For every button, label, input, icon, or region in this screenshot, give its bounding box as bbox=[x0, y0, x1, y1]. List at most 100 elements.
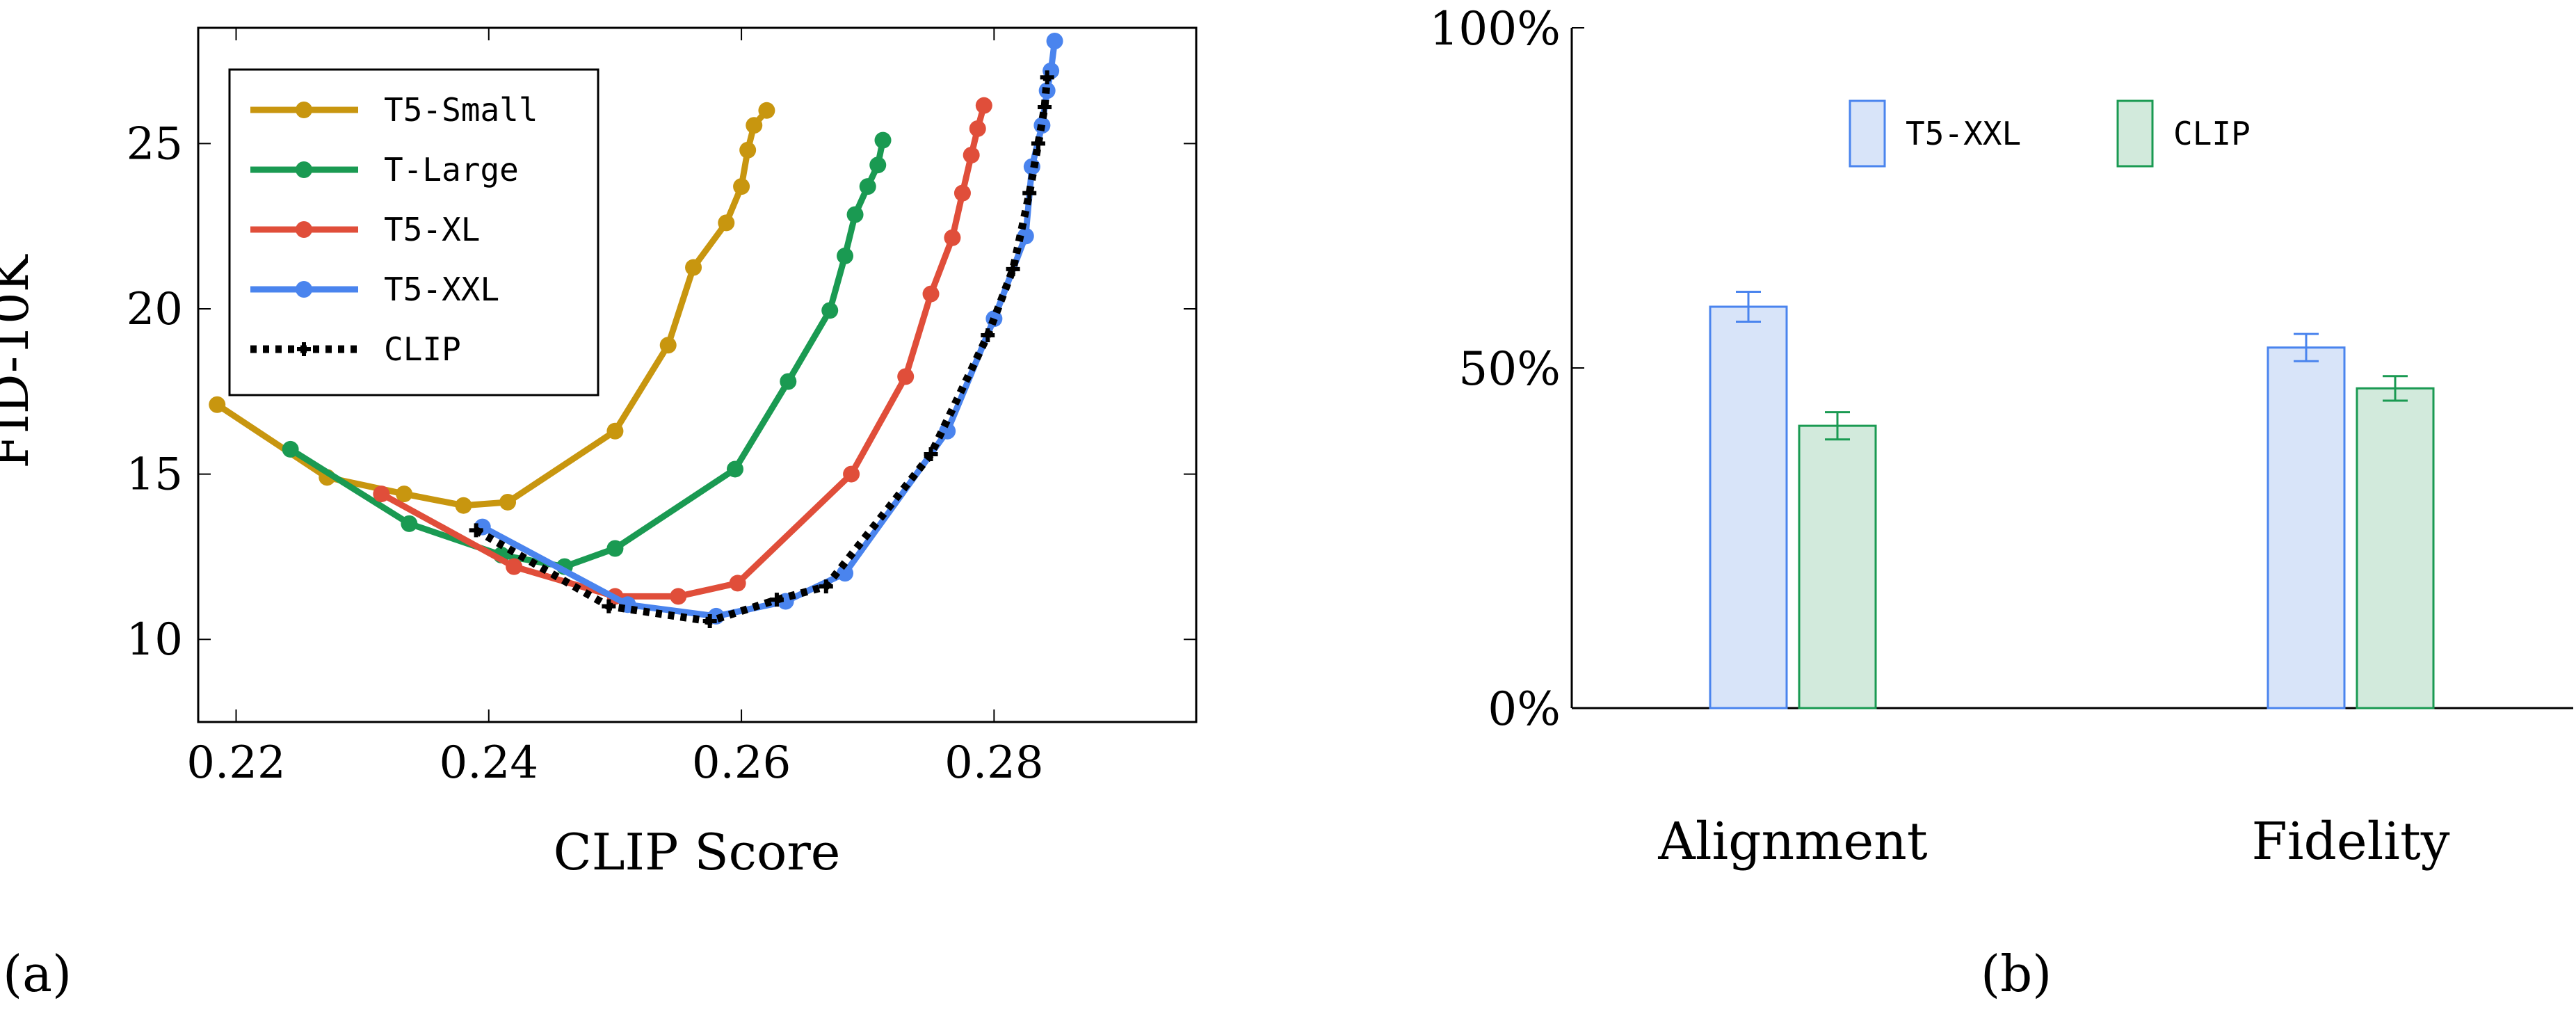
data-point bbox=[209, 396, 226, 413]
category-label-alignment: Alignment bbox=[1657, 812, 1927, 872]
data-point bbox=[869, 157, 887, 174]
data-point bbox=[746, 117, 763, 134]
legend-swatch-t5-xxl bbox=[1849, 99, 1886, 168]
data-point bbox=[401, 515, 418, 532]
data-point bbox=[969, 120, 986, 137]
error-bar bbox=[1736, 290, 1761, 323]
legend-marker bbox=[296, 161, 312, 178]
data-point bbox=[739, 141, 757, 159]
x-tick-label: 0.22 bbox=[186, 737, 286, 789]
data-point bbox=[922, 285, 940, 303]
error-bar bbox=[2383, 375, 2408, 402]
bar-clip-fidelity bbox=[2356, 387, 2435, 709]
data-point bbox=[924, 447, 938, 462]
legend-label-t-large: T-Large bbox=[384, 151, 519, 188]
error-bar bbox=[2294, 332, 2319, 362]
data-point bbox=[1038, 100, 1052, 115]
series-t-large bbox=[282, 131, 892, 575]
data-point bbox=[506, 558, 523, 575]
data-point bbox=[975, 97, 992, 114]
error-bar bbox=[1825, 411, 1850, 441]
legend-marker bbox=[296, 221, 312, 238]
data-point bbox=[729, 575, 746, 592]
line-chart-ylabel: FID-10K bbox=[0, 254, 40, 468]
legend-label-t5-small: T5-Small bbox=[384, 91, 538, 129]
panel-a: 0.22 0.24 0.26 0.28 10 15 20 25 FID-10K CLIP Sc… bbox=[0, 26, 1198, 1003]
legend-marker bbox=[297, 342, 311, 356]
bar-t5-xxl-fidelity bbox=[2267, 346, 2346, 709]
legend-label-t5-xxl: T5-XXL bbox=[1906, 115, 2021, 152]
data-point bbox=[819, 579, 833, 594]
y-tick-label: 100% bbox=[1429, 2, 1561, 56]
line-chart-xlabel: CLIP Score bbox=[554, 823, 841, 881]
data-point bbox=[821, 302, 839, 319]
data-point bbox=[718, 214, 735, 232]
data-point bbox=[373, 486, 390, 503]
line-chart-legend: T5-Small T-Large T5-XL T5-XXL CLIP bbox=[228, 68, 599, 396]
data-point bbox=[981, 328, 995, 342]
series-clip bbox=[469, 70, 1054, 629]
category-label-fidelity: Fidelity bbox=[2251, 812, 2449, 872]
data-point bbox=[944, 229, 961, 246]
legend-marker bbox=[296, 102, 312, 118]
data-point bbox=[837, 565, 854, 582]
data-point bbox=[685, 259, 702, 276]
data-point bbox=[963, 146, 980, 163]
data-point bbox=[606, 422, 624, 440]
x-tick-label: 0.24 bbox=[440, 737, 539, 789]
data-point bbox=[769, 593, 784, 607]
data-point bbox=[874, 131, 892, 149]
legend-label-t5-xl: T5-XL bbox=[384, 211, 480, 248]
y-tick-label: 10 bbox=[127, 614, 183, 666]
y-tick-label: 15 bbox=[127, 449, 183, 501]
data-point bbox=[843, 465, 860, 483]
data-point bbox=[606, 540, 624, 557]
y-tick-label: 20 bbox=[127, 284, 183, 335]
data-point bbox=[602, 599, 616, 613]
y-tick-label: 0% bbox=[1488, 682, 1561, 736]
data-point bbox=[758, 102, 775, 119]
x-tick-label: 0.28 bbox=[944, 737, 1044, 789]
legend-label-t5-xxl: T5-XXL bbox=[384, 271, 499, 308]
y-tick-label: 25 bbox=[127, 118, 183, 170]
data-point bbox=[469, 523, 483, 538]
data-point bbox=[837, 247, 854, 264]
y-tick-label: 50% bbox=[1458, 342, 1561, 396]
bar-chart-bars bbox=[1709, 290, 2435, 709]
data-point bbox=[670, 588, 687, 605]
data-point bbox=[396, 486, 413, 503]
line-chart-ticks: 0.22 0.24 0.26 0.28 10 15 20 25 bbox=[127, 28, 1196, 789]
data-point bbox=[859, 178, 876, 195]
data-point bbox=[780, 373, 797, 390]
data-point bbox=[846, 206, 864, 223]
bar-chart-legend: T5-XXL CLIP bbox=[1849, 99, 2251, 168]
data-point bbox=[455, 497, 472, 514]
panel-a-label: (a) bbox=[3, 945, 72, 1003]
bar-t5-xxl-alignment bbox=[1709, 305, 1788, 709]
line-chart-series bbox=[209, 33, 1063, 629]
data-point bbox=[499, 493, 517, 511]
panel-b-label: (b) bbox=[1981, 945, 2052, 1003]
bar-chart-ticks: 0% 50% 100% Alignment Fidelity bbox=[1429, 2, 2449, 872]
data-point bbox=[659, 337, 677, 354]
data-point bbox=[726, 460, 743, 478]
data-point bbox=[1031, 136, 1045, 151]
data-point bbox=[733, 178, 750, 195]
legend-swatch-clip bbox=[2116, 99, 2154, 168]
data-point bbox=[1046, 33, 1063, 50]
data-point bbox=[282, 440, 299, 458]
data-point bbox=[1040, 70, 1054, 85]
line-chart-frame bbox=[197, 26, 1198, 723]
data-point bbox=[1022, 186, 1037, 200]
data-point bbox=[1006, 262, 1020, 276]
panel-b: 0% 50% 100% Alignment Fidelity T5-XXL CLIP (b… bbox=[1429, 2, 2573, 1003]
x-tick-label: 0.26 bbox=[692, 737, 791, 789]
data-point bbox=[953, 184, 971, 202]
legend-label-clip: CLIP bbox=[384, 330, 461, 368]
data-point bbox=[702, 614, 717, 629]
legend-label-clip: CLIP bbox=[2173, 115, 2251, 152]
bar-clip-alignment bbox=[1798, 424, 1877, 709]
legend-marker bbox=[296, 281, 312, 298]
data-point bbox=[897, 368, 915, 385]
